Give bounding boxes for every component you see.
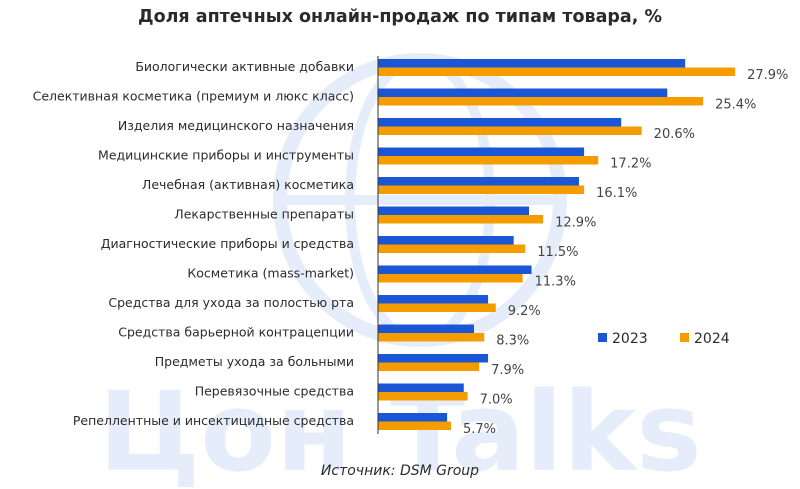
category-label: Медицинские приборы и инструменты xyxy=(98,148,354,163)
bar-2024 xyxy=(378,392,468,401)
category-label: Средства барьерной контрацепции xyxy=(118,325,354,340)
bar-2024 xyxy=(378,421,451,430)
bar-2024 xyxy=(378,97,704,106)
legend-swatch-2023 xyxy=(598,333,607,342)
legend-label-2023: 2023 xyxy=(612,331,648,347)
legend: 2023 2024 xyxy=(598,331,730,347)
category-label: Изделия медицинского назначения xyxy=(118,118,354,133)
value-label-2024: 7.9% xyxy=(491,363,524,378)
chart-source: Источник: DSM Group xyxy=(320,463,480,479)
bar-2024 xyxy=(378,126,642,135)
bar-2024 xyxy=(378,333,485,342)
bars-layer: Биологически активные добавки 27.9% Селект… xyxy=(33,59,788,437)
value-label-2024: 27.9% xyxy=(747,68,788,83)
bar-2023 xyxy=(378,265,532,274)
category-label: Предметы ухода за больными xyxy=(155,354,354,369)
bar-2023 xyxy=(378,236,514,245)
value-label-2024: 11.5% xyxy=(537,245,578,260)
value-label-2024: 17.2% xyxy=(610,157,651,172)
bar-2024 xyxy=(378,274,523,283)
category-label: Лечебная (активная) косметика xyxy=(142,177,354,192)
category-label: Селективная косметика (премиум и люкс кл… xyxy=(33,89,354,104)
category-label: Косметика (mass-market) xyxy=(187,266,354,281)
bar-2023 xyxy=(378,413,448,422)
bar-2024 xyxy=(378,215,544,224)
bar-2024 xyxy=(378,244,526,253)
legend-label-2024: 2024 xyxy=(694,331,730,347)
bar-2023 xyxy=(378,88,668,97)
category-label: Репеллентные и инсектицидные средства xyxy=(73,413,354,428)
value-label-2024: 20.6% xyxy=(654,127,695,142)
value-label-2024: 11.3% xyxy=(535,275,576,290)
value-label-2024: 9.2% xyxy=(508,304,541,319)
bar-2023 xyxy=(378,118,622,127)
bar-2024 xyxy=(378,362,480,371)
value-label-2024: 5.7% xyxy=(463,422,496,437)
bar-2023 xyxy=(378,354,489,363)
category-label: Диагностические приборы и средства xyxy=(101,236,354,251)
value-label-2024: 8.3% xyxy=(496,334,529,349)
bar-2024 xyxy=(378,303,496,312)
value-label-2024: 7.0% xyxy=(480,393,513,408)
value-label-2024: 25.4% xyxy=(715,98,756,113)
bar-2023 xyxy=(378,206,530,215)
bar-2023 xyxy=(378,147,585,156)
legend-swatch-2024 xyxy=(680,333,689,342)
bar-2023 xyxy=(378,324,474,333)
bar-2023 xyxy=(378,295,489,304)
value-label-2024: 12.9% xyxy=(555,216,596,231)
bar-2023 xyxy=(378,177,579,186)
bar-2023 xyxy=(378,383,464,392)
bar-2023 xyxy=(378,59,686,68)
value-label-2024: 16.1% xyxy=(596,186,637,201)
bar-2024 xyxy=(378,185,585,194)
category-label: Средства для ухода за полостью рта xyxy=(108,295,354,310)
category-label: Перевязочные средства xyxy=(195,384,354,399)
bar-2024 xyxy=(378,67,736,76)
category-label: Биологически активные добавки xyxy=(135,59,354,74)
category-label: Лекарственные препараты xyxy=(174,207,354,222)
bar-2024 xyxy=(378,156,599,165)
chart-title: Доля аптечных онлайн-продаж по типам тов… xyxy=(138,7,662,27)
